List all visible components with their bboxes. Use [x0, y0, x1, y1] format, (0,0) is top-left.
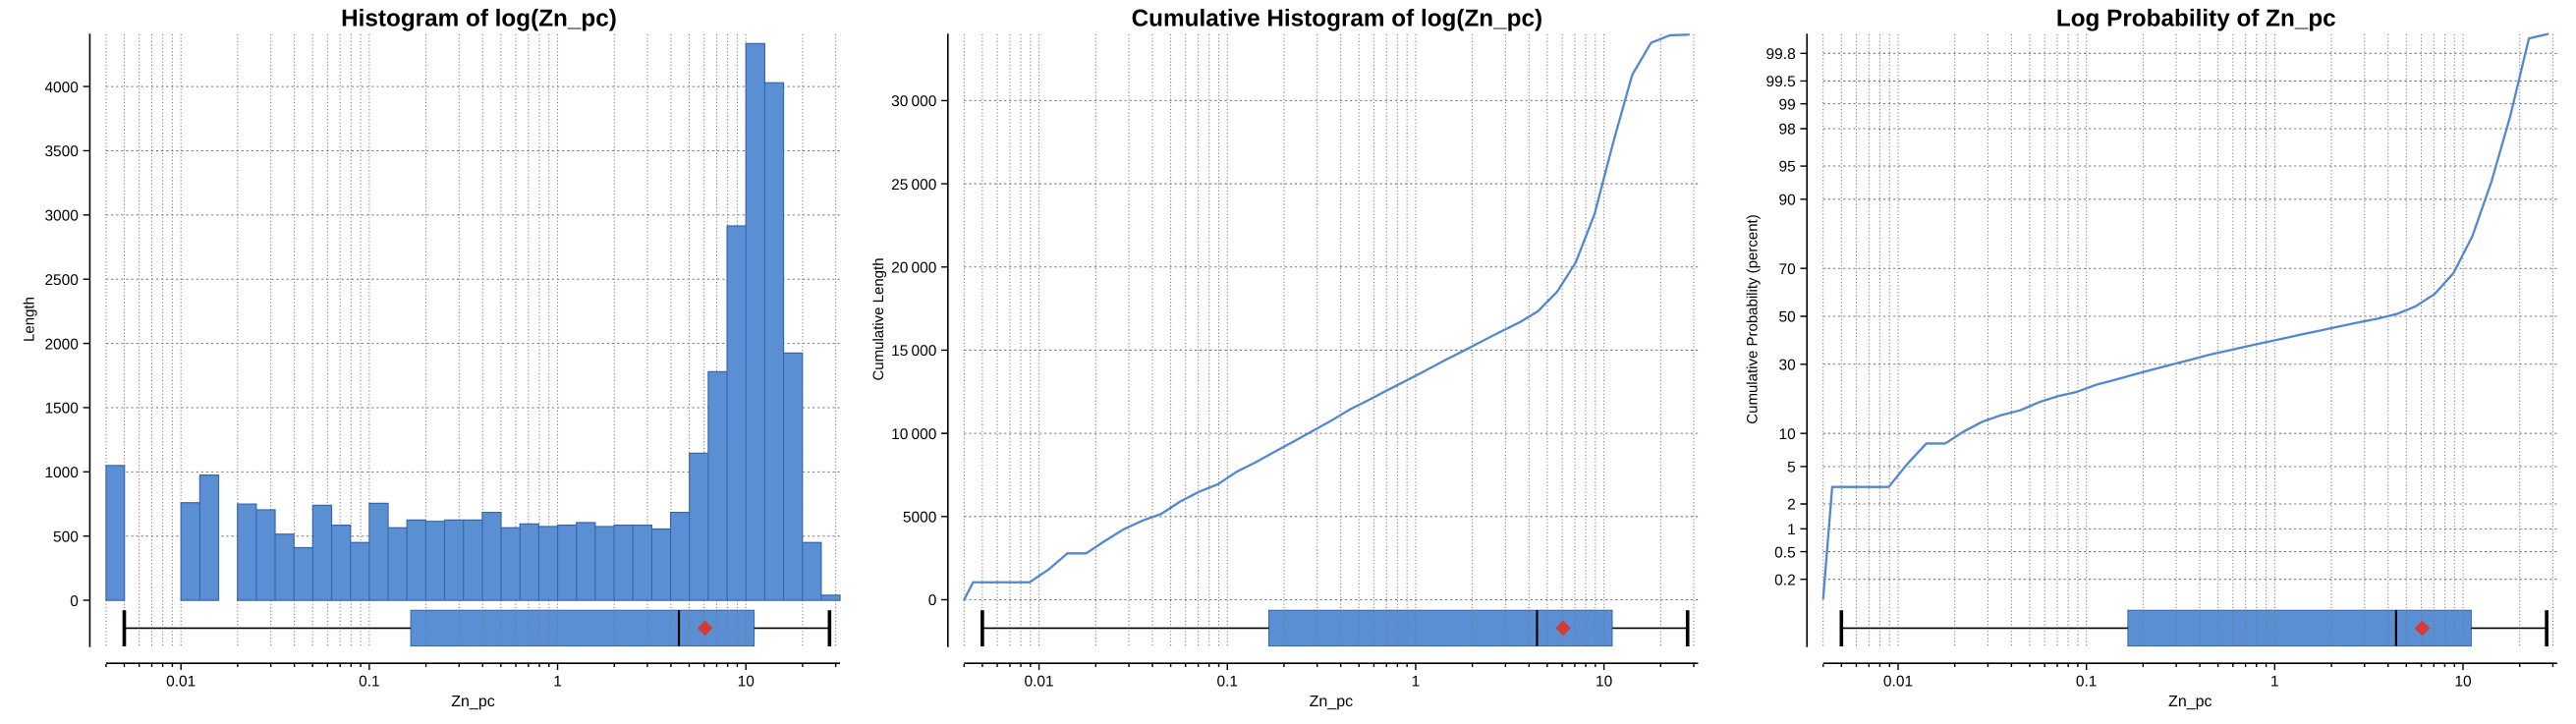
svg-text:500: 500: [53, 529, 79, 545]
svg-text:90: 90: [1778, 193, 1796, 209]
svg-text:Length: Length: [21, 297, 37, 342]
svg-text:1: 1: [1787, 522, 1796, 538]
svg-text:Cumulative Probability (percen: Cumulative Probability (percent): [1745, 214, 1762, 423]
svg-text:0.01: 0.01: [1883, 674, 1913, 691]
svg-text:95: 95: [1778, 159, 1795, 176]
svg-text:10: 10: [738, 674, 756, 691]
svg-text:4000: 4000: [44, 80, 79, 96]
svg-text:0.1: 0.1: [1216, 674, 1238, 691]
svg-text:0.01: 0.01: [166, 674, 196, 691]
svg-text:99.8: 99.8: [1766, 46, 1796, 63]
svg-text:5: 5: [1787, 460, 1796, 476]
svg-text:15 000: 15 000: [891, 343, 937, 360]
svg-text:10: 10: [1596, 674, 1613, 691]
svg-text:Log Probability of Zn_pc: Log Probability of Zn_pc: [2056, 6, 2336, 32]
svg-text:30 000: 30 000: [891, 93, 937, 110]
svg-text:30: 30: [1778, 357, 1796, 373]
svg-text:Zn_pc: Zn_pc: [451, 694, 494, 710]
svg-text:0.1: 0.1: [2076, 674, 2098, 691]
svg-text:1000: 1000: [44, 465, 79, 481]
svg-text:0.5: 0.5: [1774, 544, 1796, 561]
svg-text:3000: 3000: [44, 208, 79, 225]
svg-text:70: 70: [1778, 261, 1796, 278]
svg-text:10 000: 10 000: [891, 426, 937, 443]
svg-text:5000: 5000: [903, 510, 937, 527]
svg-text:10: 10: [2454, 674, 2472, 691]
svg-text:20 000: 20 000: [891, 259, 937, 276]
svg-text:98: 98: [1778, 122, 1795, 139]
svg-text:2000: 2000: [44, 336, 79, 353]
svg-text:1: 1: [553, 674, 562, 691]
svg-text:Zn_pc: Zn_pc: [2168, 694, 2212, 710]
svg-text:0: 0: [70, 593, 79, 610]
svg-text:3500: 3500: [44, 143, 79, 160]
svg-text:1: 1: [1412, 674, 1421, 691]
svg-text:10: 10: [1778, 426, 1796, 443]
svg-text:50: 50: [1778, 309, 1796, 326]
svg-text:2500: 2500: [44, 272, 79, 289]
svg-text:Cumulative Length: Cumulative Length: [870, 257, 887, 380]
svg-text:1: 1: [2270, 674, 2279, 691]
svg-text:99: 99: [1778, 96, 1795, 113]
svg-text:Histogram of log(Zn_pc): Histogram of log(Zn_pc): [341, 6, 617, 32]
svg-text:0.1: 0.1: [359, 674, 380, 691]
svg-text:0: 0: [928, 592, 937, 609]
svg-text:99.5: 99.5: [1766, 74, 1796, 90]
svg-text:0.01: 0.01: [1025, 674, 1054, 691]
svg-text:0.2: 0.2: [1774, 572, 1796, 588]
svg-text:1500: 1500: [44, 401, 79, 418]
svg-text:2: 2: [1787, 497, 1796, 514]
svg-text:Zn_pc: Zn_pc: [1310, 694, 1353, 710]
svg-text:25 000: 25 000: [891, 177, 937, 194]
svg-text:Cumulative Histogram of log(Zn: Cumulative Histogram of log(Zn_pc): [1132, 6, 1542, 32]
